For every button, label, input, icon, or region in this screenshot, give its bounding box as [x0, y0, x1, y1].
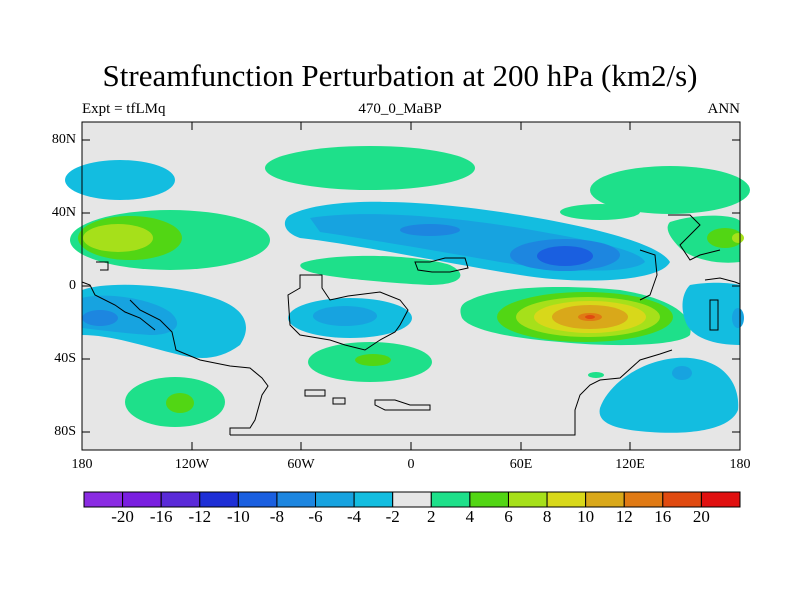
- colorbar-label: 10: [577, 507, 595, 526]
- coastline-east-asia: [668, 214, 721, 261]
- y-label-80s: 80S: [54, 424, 76, 439]
- contour-neg-southeast-core: [672, 366, 692, 380]
- coastline-africa: [287, 274, 409, 351]
- contour-neg-east-south: [682, 282, 740, 345]
- contour-neg-southeast: [599, 357, 739, 433]
- x-label-180-right: 180: [729, 457, 751, 472]
- contour-pos-small-southeast: [588, 372, 604, 378]
- colorbar-swatch: [315, 491, 355, 508]
- x-label-60e: 60E: [509, 457, 533, 472]
- contour-pos-east-30n-core: [732, 233, 744, 243]
- colorbar-swatch: [662, 491, 702, 508]
- colorbar-swatch: [700, 491, 741, 508]
- x-label-60w: 60W: [287, 457, 315, 472]
- colorbar-swatch: [353, 491, 394, 508]
- contour-pos-west-25n-core: [83, 224, 153, 252]
- contour-pos-southwest-core: [166, 393, 194, 413]
- contour-fills: [65, 146, 750, 433]
- colorbar-swatch: [430, 491, 471, 508]
- y-ticks: [82, 139, 740, 433]
- contour-pos-south-atlantic-core: [355, 354, 391, 366]
- y-label-40n: 40N: [51, 205, 76, 220]
- contour-pos-north-pacific: [265, 146, 475, 190]
- colorbar-swatch: [469, 491, 509, 508]
- colorbar-label: 12: [615, 507, 633, 526]
- colorbar-label: 8: [542, 507, 552, 526]
- coastline-southwest: [129, 299, 269, 435]
- colorbar-label: 20: [692, 507, 710, 526]
- colorbar-label: -10: [227, 507, 250, 526]
- contour-neg-40n-max: [537, 246, 593, 266]
- contour-pos-east-30n-inner: [707, 228, 743, 248]
- contour-neg-40n-west-core: [400, 224, 460, 236]
- y-label-40s: 40S: [54, 351, 76, 366]
- colorbar-swatch: [392, 491, 432, 508]
- colorbar-swatch: [276, 491, 317, 508]
- contour-pos-east-30n: [667, 215, 740, 263]
- island-b: [332, 397, 346, 405]
- colorbar-label: -16: [149, 507, 173, 526]
- x-label-120e: 120E: [615, 457, 645, 472]
- colorbar-swatch: [585, 491, 625, 508]
- colorbar-swatch: [83, 491, 124, 508]
- colorbar-swatch: [237, 491, 278, 508]
- colorbar-swatch: [160, 491, 201, 508]
- island-a: [304, 389, 326, 397]
- colorbar-label: -12: [188, 507, 212, 526]
- colorbar-label: -20: [111, 507, 134, 526]
- x-label-180-left: 180: [71, 457, 93, 472]
- island-c: [374, 399, 431, 411]
- contour-neg-southwest-core: [82, 310, 118, 326]
- coastline-europe: [414, 257, 469, 273]
- season-label: ANN: [707, 101, 741, 117]
- period-label: 470_0_MaBP: [358, 101, 442, 117]
- experiment-label: Expt = tfLMq: [82, 101, 166, 117]
- colorbar-label: -8: [269, 507, 284, 526]
- contour-pos-north-asia: [590, 166, 750, 214]
- contour-pos-east-40n-strip: [560, 204, 640, 220]
- coastline-asia: [639, 249, 658, 301]
- colorbar-label: 4: [465, 507, 475, 526]
- contour-neg-east-south-core: [732, 308, 744, 328]
- y-label-80n: 80N: [51, 132, 76, 147]
- contour-pos-south-16: [585, 315, 595, 319]
- x-label-120w: 120W: [174, 457, 210, 472]
- colorbar-label: -4: [347, 507, 362, 526]
- x-label-0: 0: [407, 457, 415, 472]
- colorbar-label: 2: [427, 507, 436, 526]
- colorbar-label: 16: [654, 507, 672, 526]
- colorbar-swatch: [507, 491, 548, 508]
- contour-neg-northwest: [65, 160, 175, 200]
- x-ticks: [81, 122, 741, 450]
- colorbar-swatch: [623, 491, 664, 508]
- y-label-0: 0: [69, 278, 76, 293]
- chart-title: Streamfunction Perturbation at 200 hPa (…: [102, 58, 698, 93]
- colorbar: [83, 491, 741, 508]
- contour-pos-12n-band: [300, 255, 461, 285]
- continent-outlines: [81, 214, 741, 436]
- coastline-central-america: [96, 261, 109, 271]
- colorbar-label: -6: [308, 507, 323, 526]
- coastline-south: [230, 349, 673, 436]
- colorbar-swatch: [546, 491, 587, 508]
- coastline-indonesia: [709, 299, 719, 331]
- coastline-south-america: [81, 281, 156, 331]
- colorbar-label: -2: [385, 507, 400, 526]
- colorbar-swatch: [122, 491, 162, 508]
- colorbar-swatch: [199, 491, 239, 508]
- coastline-australia: [704, 277, 741, 285]
- colorbar-label: 6: [504, 507, 513, 526]
- contour-neg-atlantic-core: [313, 306, 377, 326]
